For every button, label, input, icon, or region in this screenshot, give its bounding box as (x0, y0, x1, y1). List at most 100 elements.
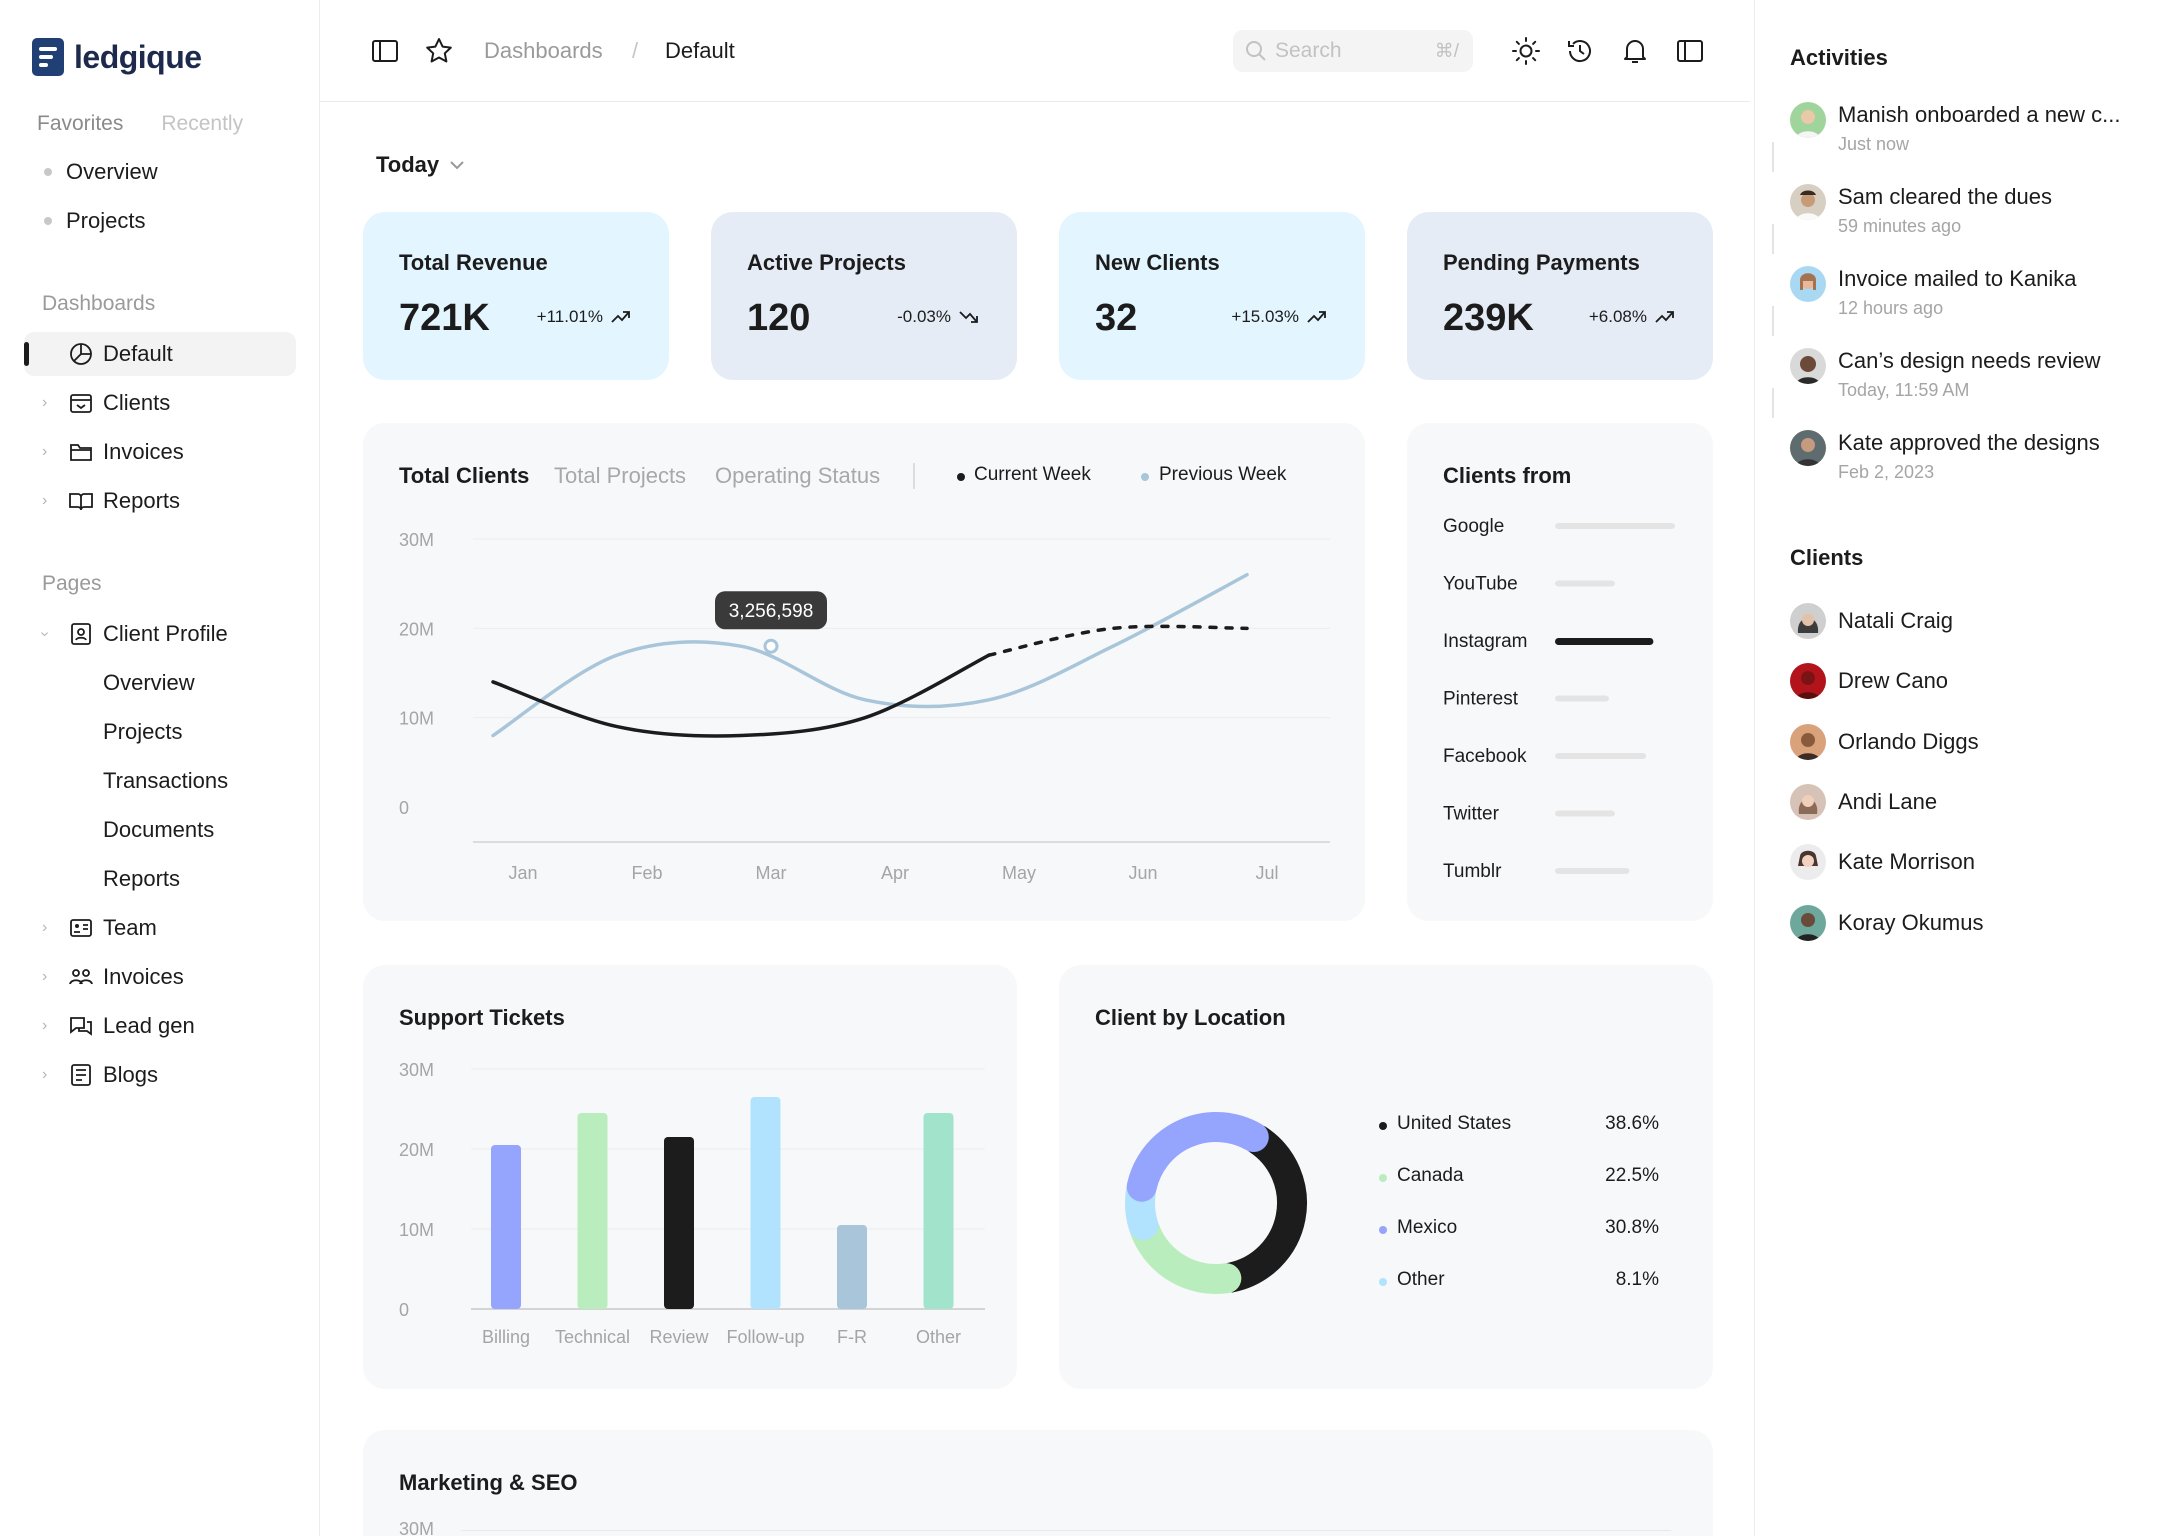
ticket-bar (577, 1113, 608, 1309)
tab-recently[interactable]: Recently (161, 112, 244, 135)
support-tickets-title: Support Tickets (399, 1005, 565, 1030)
stat-card-total-revenue[interactable]: Total Revenue 721K +11.01% (363, 212, 669, 380)
pie-chart-icon (70, 343, 92, 365)
sidebar-item-blogs[interactable]: › Blogs (0, 1053, 320, 1097)
sidebar-subitem-overview[interactable]: Overview (0, 661, 320, 705)
activity-time: 59 minutes ago (1838, 216, 1962, 236)
sidebar-item-label: Reports (103, 488, 181, 513)
chevron-down-icon: › (36, 631, 54, 637)
timeline-connector (1772, 224, 1774, 254)
location-name: Mexico (1397, 1217, 1458, 1238)
favorite-label: Overview (66, 159, 158, 184)
activity-text: Kate approved the designs (1838, 430, 2100, 455)
breadcrumb-dashboards[interactable]: Dashboards (484, 38, 603, 63)
search-icon (1246, 41, 1266, 61)
chevron-right-icon: › (42, 443, 48, 460)
location-name: Other (1397, 1269, 1445, 1290)
sidebar-item-page-invoices[interactable]: › Invoices (0, 955, 320, 999)
sidebar-tabs: Favorites Recently (37, 112, 243, 136)
stat-card-active-projects[interactable]: Active Projects 120 -0.03% (711, 212, 1017, 380)
y-tick-label: 10M (399, 709, 434, 729)
logo-icon (32, 38, 64, 76)
star-icon[interactable] (424, 36, 454, 66)
y-tick-label: 20M (399, 1140, 434, 1160)
trend-up-icon (611, 311, 630, 323)
tab-total-projects[interactable]: Total Projects (554, 463, 687, 488)
client-item[interactable]: Koray Okumus (1790, 905, 2150, 941)
sidebar-item-default[interactable]: Default (0, 332, 320, 376)
tab-favorites[interactable]: Favorites (37, 112, 124, 135)
sidebar-item-invoices[interactable]: › Invoices (0, 430, 320, 474)
sidebar-item-team[interactable]: › Team (0, 906, 320, 950)
client-item[interactable]: Drew Cano (1790, 663, 2150, 699)
stat-card-pending-payments[interactable]: Pending Payments 239K +6.08% (1407, 212, 1713, 380)
source-bar (1555, 695, 1609, 702)
sidebar-toggle-icon[interactable] (370, 36, 400, 66)
sidebar-subitem-transactions[interactable]: Transactions (0, 759, 320, 803)
sidebar-item-clients[interactable]: › Clients (0, 381, 320, 425)
client-item[interactable]: Andi Lane (1790, 784, 2150, 820)
left-sidebar: ledgique Favorites Recently Overview Pro… (0, 0, 320, 1536)
stat-card-new-clients[interactable]: New Clients 32 +15.03% (1059, 212, 1365, 380)
stat-delta: +6.08% (1589, 307, 1675, 327)
location-pct: 30.8% (1605, 1217, 1659, 1238)
sidebar-item-label: Blogs (103, 1062, 159, 1087)
donut-slice (1215, 1124, 1307, 1293)
stat-delta-text: -0.03% (897, 307, 951, 326)
sidebar-subitem-reports[interactable]: Reports (0, 857, 320, 901)
client-item[interactable]: Orlando Diggs (1790, 724, 2150, 760)
clients-title: Clients (1790, 545, 1864, 570)
sidebar-subitem-documents[interactable]: Documents (0, 808, 320, 852)
source-bar (1555, 523, 1675, 529)
search-placeholder: Search (1275, 39, 1342, 62)
legend-dot (1379, 1226, 1387, 1234)
sidebar-subitem-label: Transactions (103, 768, 229, 793)
sidebar-subitem-label: Projects (103, 719, 183, 744)
timeline-connector (1772, 388, 1774, 418)
client-item[interactable]: Kate Morrison (1790, 844, 2150, 880)
client-item[interactable]: Natali Craig (1790, 603, 2150, 639)
sidebar-item-lead-gen[interactable]: › Lead gen (0, 1004, 320, 1048)
sidebar-item-client-profile[interactable]: › Client Profile (0, 612, 320, 656)
sidebar-item-label: Team (103, 915, 157, 940)
x-tick-label: Jan (508, 863, 537, 883)
app-logo[interactable]: ledgique (32, 38, 202, 76)
breadcrumb-current[interactable]: Default (665, 38, 735, 63)
sidebar-item-reports[interactable]: › Reports (0, 479, 320, 523)
location-name: Canada (1397, 1165, 1464, 1186)
stat-delta: +11.01% (537, 307, 631, 327)
sidebar-item-label: Client Profile (103, 621, 228, 646)
source-bar (1555, 810, 1615, 817)
marketing-seo-panel: Marketing & SEO 30M (363, 1430, 1713, 1536)
legend-previous-week: Previous Week (1159, 464, 1287, 485)
stat-title: Pending Payments (1443, 250, 1640, 275)
clients-from-bars: Google YouTube Instagram Pinterest Facebook T… (1443, 516, 1675, 882)
legend-dot (1379, 1174, 1387, 1182)
bell-icon[interactable] (1620, 36, 1650, 66)
tab-total-clients[interactable]: Total Clients (399, 463, 530, 488)
tooltip-label: 3,256,598 (729, 601, 814, 622)
ticket-bar (750, 1097, 781, 1309)
source-label: Google (1443, 516, 1504, 537)
favorite-item-overview[interactable]: Overview (0, 150, 320, 194)
legend-dot-current (957, 473, 965, 481)
tab-operating-status[interactable]: Operating Status (715, 463, 881, 488)
sun-icon[interactable] (1511, 36, 1541, 66)
timeline-connector (1772, 142, 1774, 172)
date-filter-dropdown[interactable]: Today (376, 152, 465, 178)
sidebar-subitem-projects[interactable]: Projects (0, 710, 320, 754)
history-icon[interactable] (1565, 36, 1595, 66)
right-panel-toggle-icon[interactable] (1675, 36, 1705, 66)
search-input[interactable]: Search ⌘/ (1233, 30, 1473, 72)
x-tick-label: Jun (1128, 863, 1157, 883)
trend-up-icon (1655, 311, 1674, 323)
favorite-item-projects[interactable]: Projects (0, 199, 320, 243)
trend-down-icon (959, 311, 978, 323)
sidebar-subitem-label: Overview (103, 670, 195, 695)
location-legend-row: United States 38.6% (1379, 1113, 1659, 1139)
trend-up-icon (1307, 311, 1326, 323)
source-bar (1555, 580, 1615, 587)
favorite-label: Projects (66, 208, 146, 233)
top-bar: Dashboards / Default Search ⌘/ (320, 0, 1750, 102)
breadcrumb-separator: / (632, 38, 639, 63)
